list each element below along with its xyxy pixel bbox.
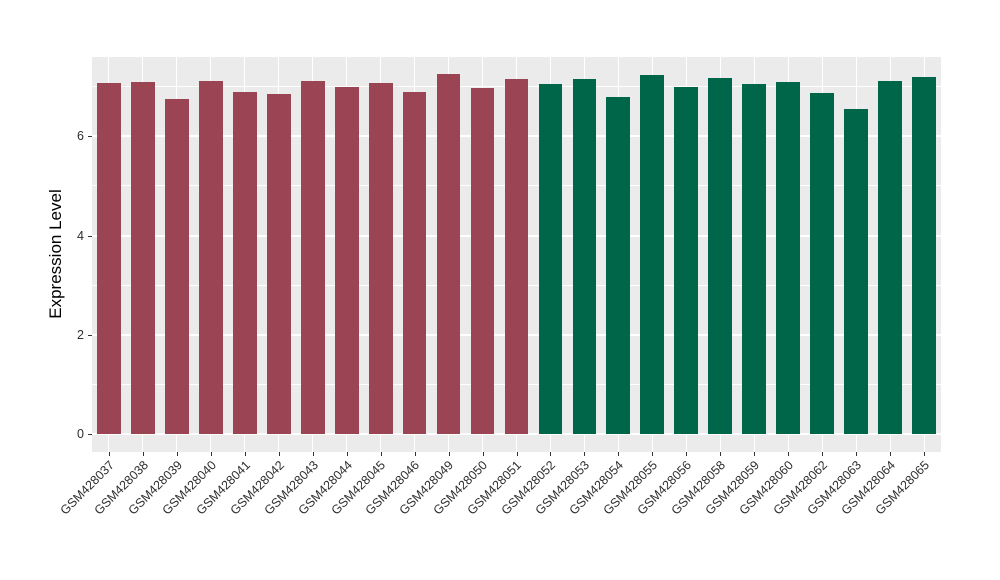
y-tick-label: 4 <box>77 228 84 243</box>
y-axis-title: Expression Level <box>46 189 65 319</box>
bar-GSM428043 <box>300 80 325 434</box>
bar-GSM428060 <box>776 82 801 434</box>
x-tick-mark <box>482 452 484 456</box>
x-tick-mark <box>244 452 246 456</box>
x-tick-mark <box>788 452 790 456</box>
x-tick-mark <box>142 452 144 456</box>
bar-GSM428042 <box>266 94 291 434</box>
bar-GSM428041 <box>232 91 257 434</box>
x-tick-mark <box>550 452 552 456</box>
plot-panel <box>92 57 941 452</box>
bar-GSM428056 <box>674 86 699 434</box>
bar-GSM428059 <box>742 84 767 434</box>
x-tick-mark <box>108 452 110 456</box>
bar-GSM428062 <box>810 92 835 434</box>
x-tick-mark <box>720 452 722 456</box>
bar-GSM428040 <box>198 80 223 434</box>
x-tick-mark <box>822 452 824 456</box>
x-tick-mark <box>584 452 586 456</box>
bar-GSM428054 <box>606 96 631 434</box>
x-tick-mark <box>754 452 756 456</box>
bar-GSM428051 <box>504 78 529 434</box>
bar-GSM428037 <box>97 82 121 434</box>
x-tick-mark <box>652 452 654 456</box>
bar-GSM428063 <box>844 109 868 434</box>
bar-GSM428053 <box>572 79 597 434</box>
bar-GSM428052 <box>538 83 563 434</box>
bar-GSM428038 <box>131 82 155 434</box>
bar-GSM428049 <box>436 74 461 434</box>
bar-GSM428055 <box>640 74 665 434</box>
y-tick-mark <box>88 334 92 336</box>
y-tick-mark <box>88 235 92 237</box>
x-tick-mark <box>516 452 518 456</box>
bar-GSM428039 <box>165 98 189 434</box>
x-tick-mark <box>618 452 620 456</box>
x-tick-mark <box>346 452 348 456</box>
bar-GSM428064 <box>878 81 902 434</box>
bar-GSM428046 <box>402 91 427 434</box>
bar-GSM428065 <box>912 76 936 434</box>
x-tick-mark <box>686 452 688 456</box>
x-tick-mark <box>312 452 314 456</box>
bar-GSM428050 <box>470 87 495 434</box>
bar-GSM428058 <box>708 77 733 434</box>
x-tick-mark <box>380 452 382 456</box>
x-tick-mark <box>210 452 212 456</box>
y-tick-label: 2 <box>77 327 84 342</box>
x-tick-mark <box>890 452 892 456</box>
y-tick-mark <box>88 136 92 138</box>
x-tick-mark <box>278 452 280 456</box>
y-tick-label: 0 <box>77 427 84 441</box>
bar-GSM428044 <box>334 86 359 434</box>
x-tick-mark <box>856 452 858 456</box>
y-tick-label: 6 <box>77 129 84 144</box>
x-tick-mark <box>176 452 178 456</box>
x-tick-mark <box>414 452 416 456</box>
y-tick-mark <box>88 434 92 435</box>
x-tick-mark <box>448 452 450 456</box>
bar-GSM428045 <box>368 82 393 434</box>
x-tick-mark <box>924 452 926 456</box>
